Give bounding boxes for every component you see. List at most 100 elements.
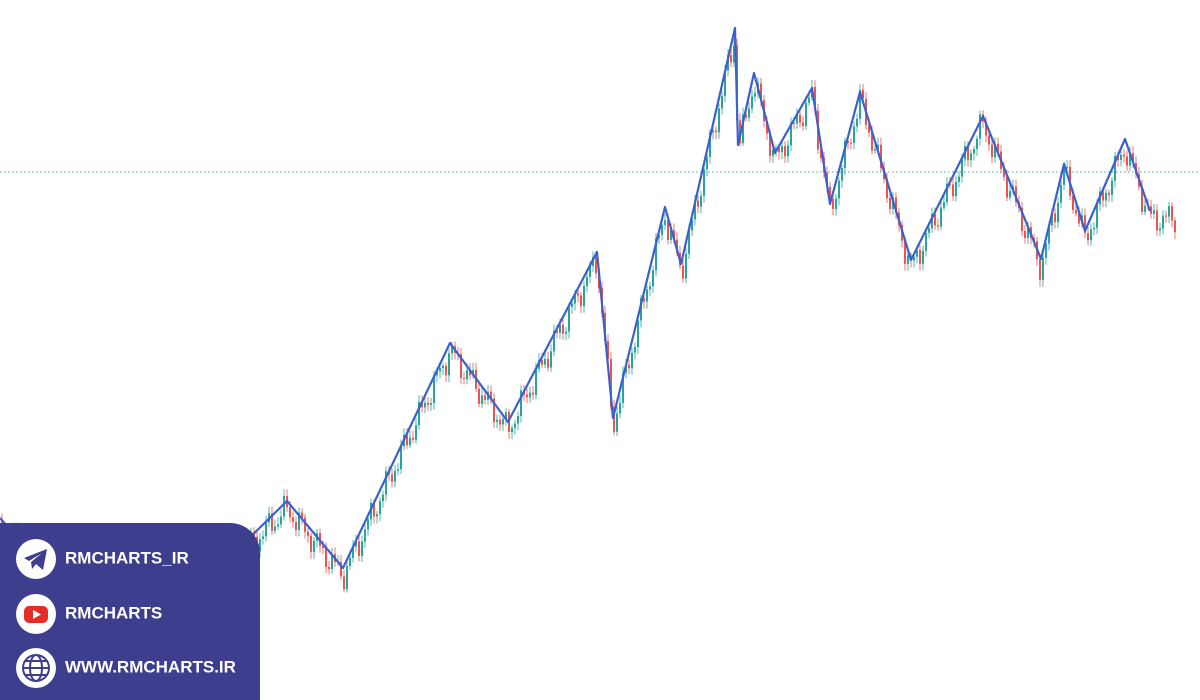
candle-body bbox=[1039, 259, 1041, 280]
candle-body bbox=[322, 545, 324, 549]
candle-body bbox=[838, 180, 840, 199]
website-link[interactable]: WWW.RMCHARTS.IR bbox=[16, 648, 236, 688]
candle-body bbox=[646, 289, 648, 302]
candle-body bbox=[415, 425, 417, 440]
candle-body bbox=[532, 392, 534, 395]
candle-body bbox=[1009, 190, 1011, 198]
candle-body bbox=[637, 320, 639, 347]
candle-body bbox=[880, 144, 882, 169]
candle-body bbox=[394, 470, 396, 482]
candle-body bbox=[421, 401, 423, 408]
candle-body bbox=[349, 557, 351, 566]
youtube-play bbox=[33, 610, 41, 619]
candle-body bbox=[706, 156, 708, 170]
candle-body bbox=[661, 224, 663, 235]
candle-body bbox=[718, 108, 720, 133]
candle-body bbox=[1159, 228, 1161, 231]
candle-body bbox=[730, 55, 732, 63]
candle-body bbox=[346, 565, 348, 590]
candle-body bbox=[343, 576, 345, 590]
candle-body bbox=[1123, 154, 1125, 157]
candle-body bbox=[640, 298, 642, 321]
candle-body bbox=[607, 341, 609, 359]
candle-body bbox=[703, 169, 705, 196]
candle-body bbox=[967, 146, 969, 161]
candle-body bbox=[1150, 206, 1152, 214]
candle-body bbox=[463, 378, 465, 380]
candle-body bbox=[568, 307, 570, 332]
candle-body bbox=[649, 286, 651, 290]
candle-body bbox=[529, 392, 531, 398]
candle-body bbox=[1054, 213, 1056, 223]
candle-body bbox=[418, 401, 420, 426]
candle-body bbox=[655, 238, 657, 271]
candle-body bbox=[292, 517, 294, 523]
candle-body bbox=[442, 365, 444, 369]
candle-body bbox=[427, 402, 429, 405]
candle-body bbox=[850, 142, 852, 144]
candle-body bbox=[1066, 166, 1068, 169]
candle-body bbox=[541, 360, 543, 365]
youtube-link[interactable]: RMCHARTS bbox=[16, 594, 162, 634]
candle-body bbox=[814, 87, 816, 111]
candle-body bbox=[853, 126, 855, 143]
candle-body bbox=[988, 135, 990, 145]
candle-body bbox=[484, 395, 486, 400]
candle-body bbox=[1078, 213, 1080, 224]
candle-body bbox=[481, 395, 483, 404]
candle-body bbox=[517, 416, 519, 424]
candle-body bbox=[310, 535, 312, 552]
candle-body bbox=[694, 200, 696, 220]
candle-body bbox=[397, 469, 399, 471]
candle-body bbox=[973, 149, 975, 154]
candle-body bbox=[1006, 176, 1008, 198]
candle-body bbox=[277, 524, 279, 527]
candle-body bbox=[835, 198, 837, 209]
candle-body bbox=[1162, 215, 1164, 229]
candle-body bbox=[1156, 210, 1158, 231]
candle-body bbox=[430, 403, 432, 405]
candle-body bbox=[1129, 153, 1131, 166]
candle-body bbox=[376, 514, 378, 517]
telegram-glyph bbox=[24, 549, 47, 570]
candle-body bbox=[373, 502, 375, 517]
candle-body bbox=[871, 132, 873, 151]
candle-body bbox=[382, 494, 384, 501]
social-panel: RMCHARTS_IR RMCHARTS WWW.RMCHARTS.IR bbox=[0, 523, 260, 700]
telegram-link[interactable]: RMCHARTS_IR bbox=[16, 539, 189, 579]
candle-body bbox=[748, 108, 750, 118]
candle-body bbox=[712, 130, 714, 133]
candle-body bbox=[670, 230, 672, 241]
candle-body bbox=[328, 566, 330, 569]
candle-body bbox=[943, 202, 945, 208]
panel-background bbox=[0, 523, 260, 700]
candle-body bbox=[682, 265, 684, 279]
candle-body bbox=[391, 474, 393, 482]
candle-body bbox=[325, 548, 327, 567]
candle-body bbox=[556, 330, 558, 333]
candle-body bbox=[664, 220, 666, 225]
candle-body bbox=[877, 144, 879, 150]
candle-body bbox=[1153, 210, 1155, 214]
candle-body bbox=[781, 146, 783, 153]
candle-body bbox=[298, 512, 300, 530]
candle-body bbox=[469, 369, 471, 376]
candle-body bbox=[805, 102, 807, 127]
candle-body bbox=[313, 540, 315, 552]
candle-body bbox=[874, 149, 876, 151]
candle-body bbox=[1027, 227, 1029, 238]
candle-body bbox=[1024, 231, 1026, 238]
candle-body bbox=[790, 123, 792, 146]
candle-body bbox=[493, 398, 495, 423]
candle-body bbox=[958, 176, 960, 182]
candle-body bbox=[499, 419, 501, 425]
candle-body bbox=[574, 293, 576, 304]
candle-body bbox=[796, 114, 798, 124]
candle-body bbox=[406, 434, 408, 446]
candle-body bbox=[793, 123, 795, 125]
candle-body bbox=[562, 324, 564, 334]
candle-body bbox=[994, 143, 996, 158]
candle-body bbox=[1072, 195, 1074, 211]
candle-body bbox=[262, 536, 264, 540]
candle-body bbox=[577, 293, 579, 296]
